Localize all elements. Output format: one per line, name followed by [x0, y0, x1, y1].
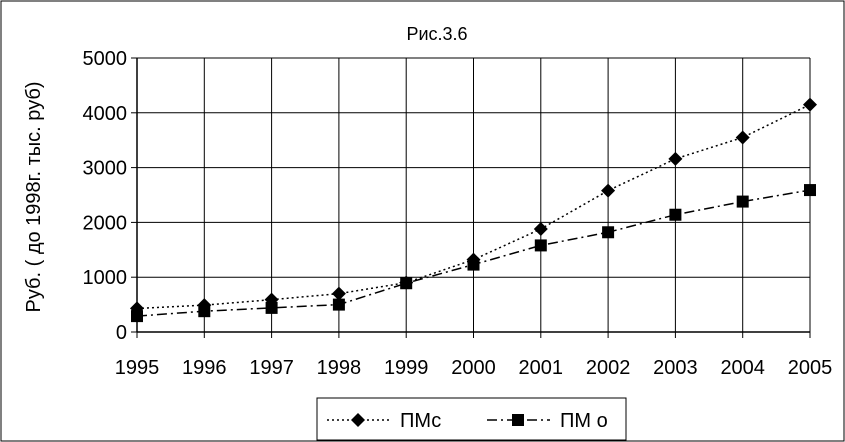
x-tick-label: 1995 — [115, 357, 160, 379]
legend-marker-1 — [351, 413, 365, 427]
y-tick-label: 4000 — [83, 103, 128, 125]
legend-box — [316, 397, 627, 441]
y-tick-label: 2000 — [83, 212, 128, 234]
y-tick-label: 0 — [116, 322, 127, 344]
x-tick-label: 1996 — [182, 357, 227, 379]
x-tick-label: 2000 — [451, 357, 496, 379]
x-tick-label: 2002 — [586, 357, 631, 379]
x-tick-label: 1999 — [384, 357, 429, 379]
x-tick-label: 1997 — [249, 357, 294, 379]
data-point-2 — [265, 301, 278, 314]
data-point-2 — [804, 184, 816, 197]
data-point-2 — [602, 226, 615, 239]
data-point-2 — [736, 195, 749, 208]
data-point-2 — [198, 305, 211, 318]
chart-title: Рис.3.6 — [406, 24, 467, 44]
x-tick-label: 2003 — [653, 357, 698, 379]
legend-label-2: ПМ о — [560, 410, 608, 432]
series-layer — [130, 97, 817, 323]
data-point-1 — [601, 183, 616, 198]
data-point-1 — [331, 286, 346, 301]
data-point-2 — [332, 298, 345, 311]
data-point-1 — [533, 221, 548, 236]
legend-label-1: ПМс — [400, 410, 441, 432]
data-point-2 — [131, 310, 143, 323]
data-point-1 — [803, 97, 817, 112]
y-axis-label: Руб. ( до 1998г. тыс. руб) — [23, 81, 45, 312]
data-point-2 — [534, 239, 547, 252]
x-tick-label: 2004 — [720, 357, 765, 379]
axis-layer: 0 1000 2000 3000 4000 5000 1995 1996 1997 1998 199… — [83, 48, 833, 379]
legend-marker-2 — [512, 414, 524, 426]
x-tick-label: 2001 — [519, 357, 564, 379]
x-tick-label: 2005 — [788, 357, 833, 379]
y-tick-label: 3000 — [83, 158, 128, 180]
data-point-1 — [668, 151, 683, 166]
legend: ПМс ПМ о — [316, 397, 627, 441]
data-point-2 — [669, 208, 682, 221]
y-tick-label: 5000 — [83, 48, 128, 70]
x-tick-label: 1998 — [317, 357, 362, 379]
data-point-1 — [735, 130, 750, 145]
y-tick-label: 1000 — [83, 267, 128, 289]
data-point-2 — [467, 258, 480, 271]
data-point-2 — [400, 277, 413, 290]
